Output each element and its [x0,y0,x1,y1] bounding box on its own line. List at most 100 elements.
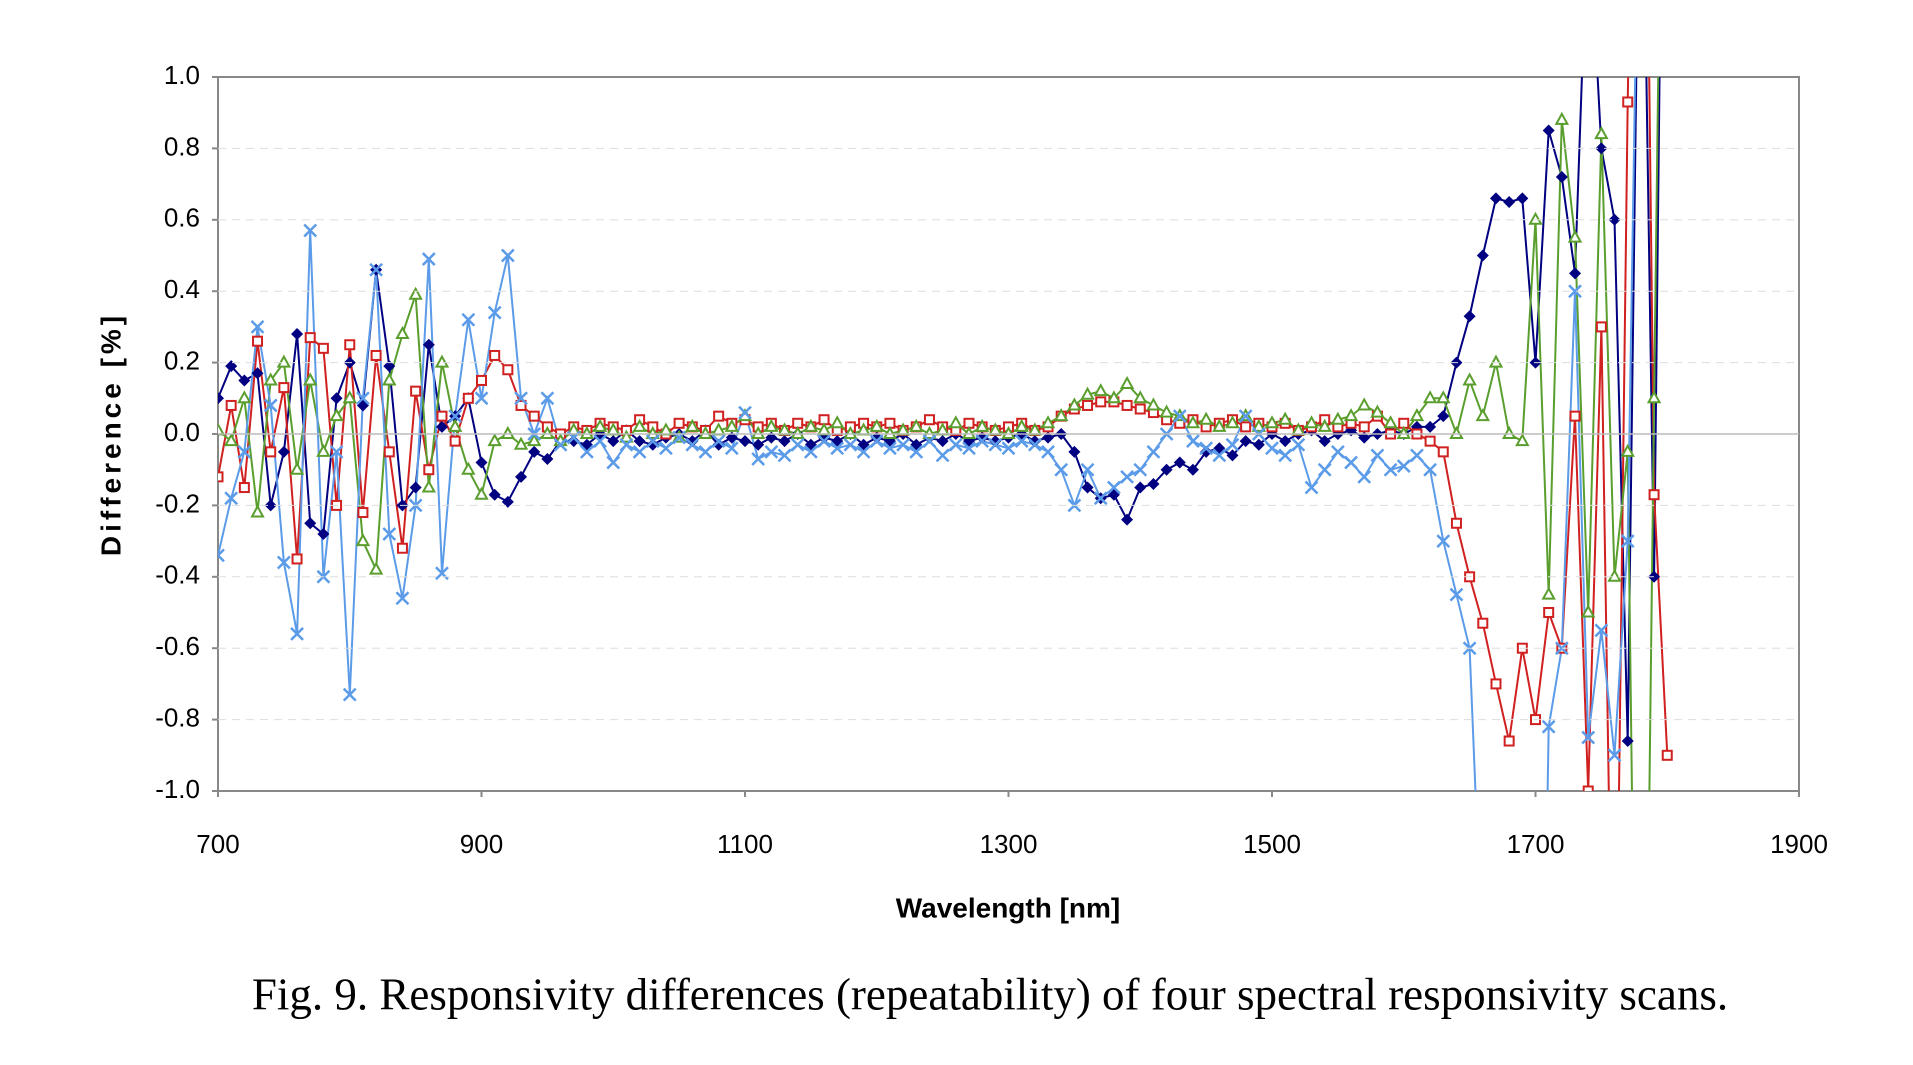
marker [1041,444,1055,459]
marker [724,418,740,432]
marker [711,434,726,449]
marker [434,354,450,368]
marker [632,444,647,459]
marker [1437,446,1449,458]
marker [1172,409,1187,424]
marker [1646,390,1662,404]
marker [218,422,226,436]
marker [1304,480,1319,495]
marker [843,425,858,439]
marker [764,418,779,432]
marker [224,491,239,506]
marker [1489,192,1502,205]
marker [1554,111,1570,125]
marker [1595,321,1607,333]
marker [843,437,858,452]
marker [1121,399,1133,411]
marker [462,392,474,404]
y-tick-label: 0.0 [164,417,200,447]
marker [515,470,528,483]
marker [869,418,884,432]
marker [1516,192,1529,205]
marker [237,444,252,459]
marker [711,422,726,436]
marker [395,591,410,606]
marker [502,364,514,376]
marker [1082,399,1094,411]
marker [356,391,370,406]
marker [448,409,463,424]
marker [1238,409,1253,424]
marker [1134,481,1147,494]
marker [541,452,554,465]
marker [1054,462,1069,477]
marker [1068,445,1081,458]
marker [869,434,884,449]
marker [856,444,871,459]
marker [593,434,607,449]
marker [619,429,634,443]
marker [1515,433,1530,447]
marker [606,455,621,470]
marker [1212,418,1227,432]
marker [528,410,540,422]
marker [948,415,963,429]
marker [1317,462,1332,477]
marker [1318,435,1331,448]
marker [1278,448,1293,463]
marker [712,438,725,451]
marker [1304,415,1319,429]
marker [449,435,461,447]
marker [1358,421,1370,433]
marker [1160,463,1173,476]
marker [383,446,395,458]
marker [395,325,410,340]
marker [317,527,330,540]
marker [1409,408,1425,422]
marker [1095,396,1107,408]
marker [382,372,397,386]
y-tick-label: -0.6 [155,631,200,661]
marker [250,504,265,518]
marker [1054,408,1069,422]
marker [1607,748,1622,763]
marker [329,408,344,422]
marker [673,417,685,429]
marker [1543,607,1555,618]
marker [500,248,515,263]
marker [316,443,331,457]
marker [265,446,277,458]
caption: Fig. 9. Responsivity differences (repeat… [252,969,1728,1019]
marker [317,342,329,354]
marker [409,481,422,494]
marker [1503,735,1515,747]
marker [342,390,357,404]
marker [1028,435,1041,448]
marker [1541,586,1556,600]
y-tick-label: 0.2 [164,345,200,375]
marker [223,433,239,447]
marker [698,425,713,439]
marker [1014,434,1029,449]
marker [500,425,516,439]
marker [304,517,317,530]
marker [936,435,949,448]
marker [1594,126,1609,140]
marker [738,405,752,420]
marker [896,437,910,452]
marker [436,410,448,422]
marker [1607,568,1622,582]
marker [1582,785,1594,791]
marker [1134,403,1146,415]
marker [1251,418,1267,432]
marker [263,398,278,413]
marker [1621,735,1634,748]
marker [1121,513,1134,526]
marker [646,438,659,451]
marker [974,418,990,432]
marker [252,335,264,347]
marker [251,367,264,380]
marker [816,422,832,436]
marker [225,399,237,411]
marker [632,418,647,432]
